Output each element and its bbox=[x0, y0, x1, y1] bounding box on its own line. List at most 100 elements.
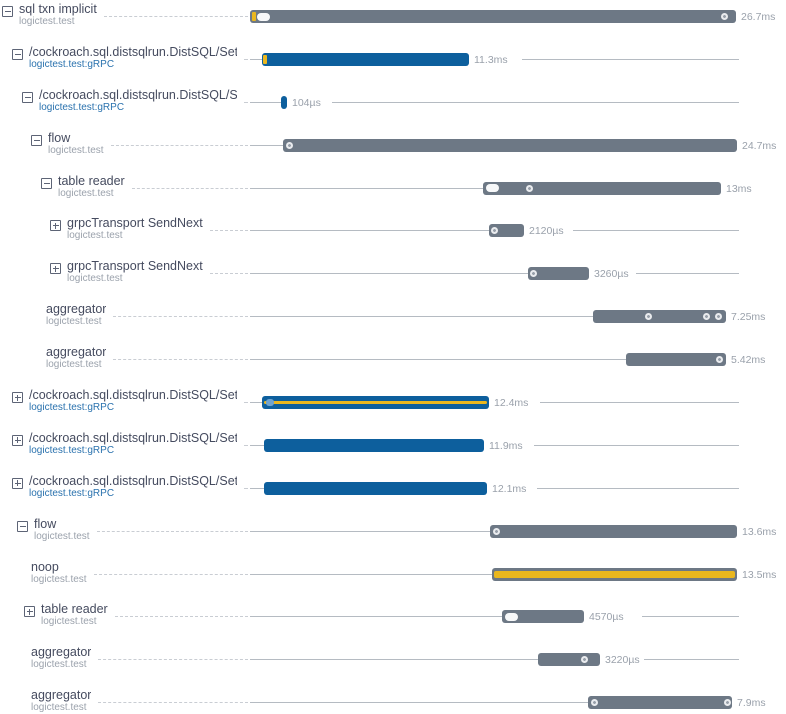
notch-marker[interactable] bbox=[257, 12, 270, 21]
span-row: aggregator logictest.test 7.9ms bbox=[0, 689, 786, 714]
span-row: sql txn implicit logictest.test 26.7ms bbox=[0, 3, 786, 46]
span-bar[interactable] bbox=[528, 267, 589, 281]
span-bar[interactable] bbox=[492, 567, 737, 581]
collapse-icon[interactable] bbox=[2, 6, 13, 17]
span-operation-name[interactable]: grpcTransport SendNext bbox=[67, 217, 203, 231]
span-process-name: logictest.test bbox=[31, 573, 87, 585]
span-operation-name[interactable]: aggregator bbox=[46, 303, 107, 317]
notch-marker[interactable] bbox=[505, 612, 518, 621]
span-operation-name[interactable]: /cockroach.sql.distsqlrun.DistSQL/Set bbox=[29, 389, 237, 403]
span-bar[interactable] bbox=[538, 653, 600, 667]
span-texts: aggregator logictest.test bbox=[46, 346, 106, 370]
span-duration-label: 26.7ms bbox=[741, 11, 776, 23]
span-timeline-track: 2120µs bbox=[250, 217, 786, 245]
span-row: /cockroach.sql.distsqlrun.DistSQL/Set lo… bbox=[0, 46, 786, 89]
span-operation-name[interactable]: table reader bbox=[41, 603, 108, 617]
span-bar[interactable] bbox=[264, 438, 484, 452]
span-operation-name[interactable]: /cockroach.sql.distsqlrun.DistSQL/Set bbox=[29, 474, 237, 488]
span-texts: flow logictest.test bbox=[34, 518, 90, 542]
span-bar[interactable] bbox=[593, 310, 726, 324]
dot-marker[interactable] bbox=[286, 141, 293, 149]
span-label-area: /cockroach.sql.distsqlrun.DistSQL/Set lo… bbox=[0, 46, 250, 70]
span-label-area: flow logictest.test bbox=[0, 132, 250, 156]
span-timeline-track: 13.6ms bbox=[250, 518, 786, 546]
span-operation-name[interactable]: aggregator bbox=[31, 646, 92, 660]
expand-icon[interactable] bbox=[50, 263, 61, 275]
span-bar[interactable] bbox=[490, 524, 737, 538]
span-bar[interactable] bbox=[588, 696, 732, 710]
expand-icon[interactable] bbox=[12, 477, 23, 489]
expand-icon[interactable] bbox=[12, 392, 23, 404]
dot-marker[interactable] bbox=[721, 13, 728, 20]
span-process-name: logictest.test:gRPC bbox=[29, 444, 115, 456]
notch-marker[interactable] bbox=[486, 184, 499, 193]
span-operation-name[interactable]: table reader bbox=[58, 174, 125, 188]
track-lead-line bbox=[250, 659, 538, 661]
span-bar[interactable] bbox=[626, 353, 726, 367]
span-bar[interactable] bbox=[281, 95, 287, 109]
span-row: grpcTransport SendNext logictest.test 32… bbox=[0, 260, 786, 303]
span-bar[interactable] bbox=[262, 396, 489, 410]
span-timeline-track: 13ms bbox=[250, 175, 786, 203]
span-bar[interactable] bbox=[250, 10, 736, 23]
span-operation-name[interactable]: /cockroach.sql.distsqlrun.DistSQL/S bbox=[39, 88, 237, 102]
track-trail-line bbox=[636, 273, 739, 275]
span-process-name: logictest.test bbox=[58, 187, 114, 199]
track-lead-line bbox=[250, 101, 281, 103]
span-bar[interactable] bbox=[283, 138, 737, 152]
span-duration-label: 11.3ms bbox=[474, 53, 508, 66]
span-duration-label: 7.25ms bbox=[731, 311, 766, 324]
span-process-name: logictest.test:gRPC bbox=[29, 58, 115, 70]
span-operation-name[interactable]: noop bbox=[31, 560, 59, 574]
span-texts: /cockroach.sql.distsqlrun.DistSQL/Set lo… bbox=[29, 389, 237, 413]
span-bar[interactable] bbox=[262, 52, 469, 66]
span-duration-label: 3260µs bbox=[594, 268, 629, 281]
span-operation-name[interactable]: grpcTransport SendNext bbox=[67, 260, 203, 274]
dot-marker[interactable] bbox=[715, 313, 722, 321]
dot-marker[interactable] bbox=[703, 313, 710, 321]
span-bar[interactable] bbox=[483, 181, 721, 195]
dot-marker[interactable] bbox=[716, 356, 723, 364]
span-process-name: logictest.test bbox=[41, 616, 97, 628]
collapse-icon[interactable] bbox=[17, 520, 28, 532]
yellow-marker[interactable] bbox=[252, 12, 256, 21]
collapse-icon[interactable] bbox=[12, 48, 23, 60]
track-trail-line bbox=[522, 58, 739, 60]
collapse-icon[interactable] bbox=[22, 91, 33, 103]
span-operation-name[interactable]: flow bbox=[48, 131, 71, 145]
dot-marker[interactable] bbox=[581, 656, 588, 664]
span-process-name: logictest.test:gRPC bbox=[39, 101, 125, 113]
span-bar[interactable] bbox=[489, 224, 524, 238]
span-operation-name[interactable]: /cockroach.sql.distsqlrun.DistSQL/Set bbox=[29, 431, 237, 445]
span-operation-name[interactable]: flow bbox=[34, 517, 57, 531]
span-operation-name[interactable]: sql txn implicit bbox=[19, 3, 97, 16]
span-texts: /cockroach.sql.distsqlrun.DistSQL/Set lo… bbox=[29, 432, 237, 456]
span-bar[interactable] bbox=[502, 610, 584, 624]
dot-marker[interactable] bbox=[530, 270, 537, 278]
dot-marker[interactable] bbox=[724, 699, 731, 707]
span-bar[interactable] bbox=[264, 481, 487, 495]
expand-icon[interactable] bbox=[12, 434, 23, 446]
blue-notch-marker[interactable] bbox=[266, 399, 274, 407]
span-operation-name[interactable]: aggregator bbox=[46, 346, 107, 360]
dot-marker[interactable] bbox=[645, 313, 652, 321]
span-row: table reader logictest.test 13ms bbox=[0, 175, 786, 218]
dot-marker[interactable] bbox=[491, 227, 498, 235]
yellow-marker[interactable] bbox=[263, 54, 267, 64]
connector-dashed-line bbox=[244, 58, 248, 60]
span-operation-name[interactable]: /cockroach.sql.distsqlrun.DistSQL/Set bbox=[29, 45, 237, 59]
collapse-icon[interactable] bbox=[41, 177, 52, 189]
span-operation-name[interactable]: aggregator bbox=[31, 689, 92, 703]
dot-marker[interactable] bbox=[526, 184, 533, 192]
span-row: noop logictest.test 13.5ms bbox=[0, 561, 786, 604]
expand-icon[interactable] bbox=[50, 220, 61, 232]
dot-marker[interactable] bbox=[591, 699, 598, 707]
track-lead-line bbox=[250, 402, 262, 404]
span-duration-label: 5.42ms bbox=[731, 354, 766, 367]
collapse-icon[interactable] bbox=[31, 134, 42, 146]
span-duration-label: 12.1ms bbox=[492, 482, 527, 495]
dot-marker[interactable] bbox=[493, 527, 500, 535]
span-texts: noop logictest.test bbox=[31, 561, 87, 585]
expand-icon[interactable] bbox=[24, 606, 35, 618]
track-trail-line bbox=[540, 402, 739, 404]
